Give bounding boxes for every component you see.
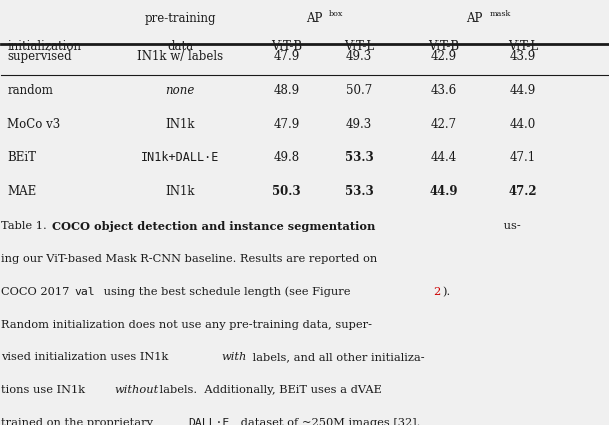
Text: COCO 2017: COCO 2017 [1,286,74,297]
Text: 44.4: 44.4 [431,151,457,164]
Text: val: val [74,286,95,297]
Text: pre-training: pre-training [144,12,216,25]
Text: IN1k+DALL·E: IN1k+DALL·E [141,151,219,164]
Text: COCO object detection and instance segmentation: COCO object detection and instance segme… [52,221,375,232]
Text: labels.  Additionally, BEiT uses a dVAE: labels. Additionally, BEiT uses a dVAE [156,385,382,395]
Text: Table 1.: Table 1. [1,221,51,231]
Text: 49.3: 49.3 [346,51,372,63]
Text: 49.3: 49.3 [346,118,372,131]
Text: 42.9: 42.9 [431,51,457,63]
Text: dataset of ~250M images [32].: dataset of ~250M images [32]. [237,419,420,425]
Text: 50.3: 50.3 [272,185,301,198]
Text: ViT-B: ViT-B [271,40,302,53]
Text: 53.3: 53.3 [345,151,373,164]
Text: AP: AP [306,12,322,25]
Text: ing our ViT-based Mask R-CNN baseline. Results are reported on: ing our ViT-based Mask R-CNN baseline. R… [1,254,378,264]
Text: box: box [329,10,343,18]
Text: Random initialization does not use any pre-training data, super-: Random initialization does not use any p… [1,320,372,329]
Text: IN1k: IN1k [166,185,195,198]
Text: without: without [114,385,158,395]
Text: 47.2: 47.2 [509,185,537,198]
Text: 44.9: 44.9 [430,185,458,198]
Text: ViT-L: ViT-L [508,40,538,53]
Text: us-: us- [500,221,521,231]
Text: ViT-B: ViT-B [428,40,460,53]
Text: 42.7: 42.7 [431,118,457,131]
Text: with: with [222,352,247,363]
Text: IN1k w/ labels: IN1k w/ labels [137,51,224,63]
Text: supervised: supervised [7,51,72,63]
Text: ).: ). [443,286,451,297]
Text: 49.8: 49.8 [273,151,300,164]
Text: 50.7: 50.7 [346,84,372,97]
Text: MAE: MAE [7,185,37,198]
Text: random: random [7,84,54,97]
Text: DALL·E: DALL·E [188,419,230,425]
Text: 47.9: 47.9 [273,118,300,131]
Text: none: none [166,84,195,97]
Text: 47.1: 47.1 [510,151,536,164]
Text: 43.9: 43.9 [510,51,536,63]
Text: tions use IN1k: tions use IN1k [1,385,89,395]
Text: BEiT: BEiT [7,151,37,164]
Text: using the best schedule length (see Figure: using the best schedule length (see Figu… [100,286,354,297]
Text: 44.9: 44.9 [510,84,536,97]
Text: initialization: initialization [7,40,82,53]
Text: 47.9: 47.9 [273,51,300,63]
Text: labels, and all other initializa-: labels, and all other initializa- [248,352,424,363]
Text: 2: 2 [433,286,440,297]
Text: IN1k: IN1k [166,118,195,131]
Text: 53.3: 53.3 [345,185,373,198]
Text: ViT-L: ViT-L [344,40,374,53]
Text: AP: AP [466,12,483,25]
Text: trained on the proprietary: trained on the proprietary [1,419,157,425]
Text: 44.0: 44.0 [510,118,536,131]
Text: MoCo v3: MoCo v3 [7,118,61,131]
Text: mask: mask [490,10,511,18]
Text: data: data [167,40,193,53]
Text: vised initialization uses IN1k: vised initialization uses IN1k [1,352,172,363]
Text: 43.6: 43.6 [431,84,457,97]
Text: 48.9: 48.9 [273,84,300,97]
